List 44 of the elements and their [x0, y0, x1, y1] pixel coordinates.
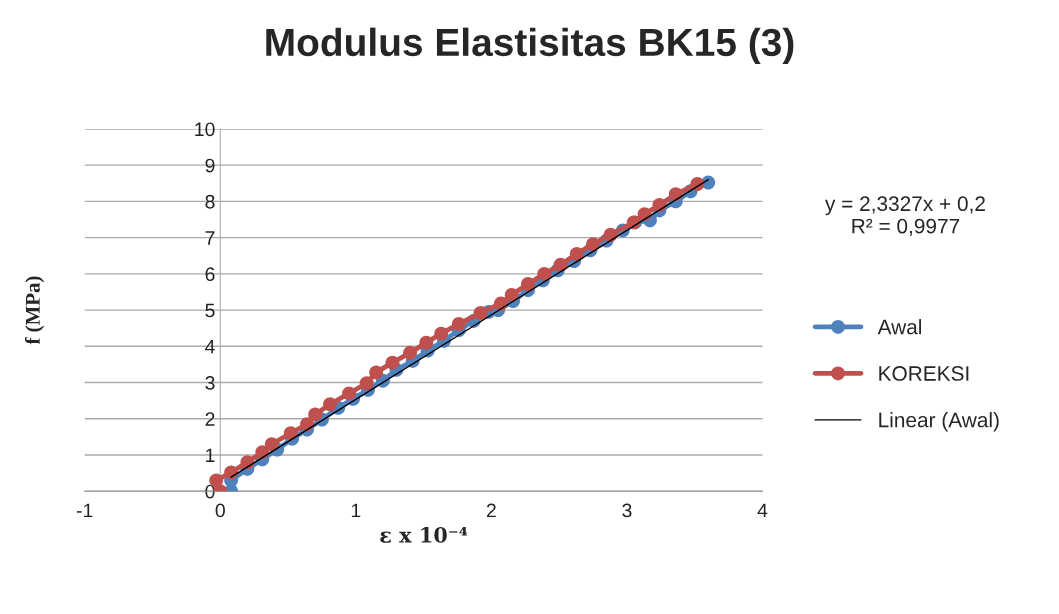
point — [264, 437, 279, 452]
point — [569, 246, 584, 261]
x-tick-label: 3 — [622, 503, 632, 518]
x-tick-label: 4 — [757, 503, 768, 518]
point — [342, 386, 356, 401]
x-tick-label: 0 — [215, 503, 225, 518]
x-tick-label: 1 — [351, 503, 361, 518]
point — [553, 257, 568, 272]
point — [359, 376, 374, 391]
x-tick-label: 2 — [486, 503, 496, 518]
y-tick-label: 7 — [205, 231, 215, 245]
point — [419, 335, 434, 350]
y-tick-label: 1 — [206, 448, 215, 463]
point — [521, 277, 535, 291]
point — [586, 237, 600, 252]
point — [504, 287, 519, 302]
y-axis-title: f (MPa) — [24, 276, 45, 345]
y-tick-label: 0 — [205, 484, 215, 499]
legend-label: KOREKSI — [879, 366, 969, 381]
y-tick-label: 6 — [205, 267, 215, 282]
text: y = 2,3327x + 0,2 R² = 0,9977 — [825, 196, 985, 236]
point — [473, 306, 488, 320]
point — [385, 355, 400, 370]
point — [403, 345, 417, 360]
point — [308, 407, 323, 422]
y-tick-label: 9 — [205, 158, 215, 173]
legend-label: Awal — [877, 319, 922, 335]
point — [369, 365, 384, 380]
legend-label: Linear (Awal) — [879, 412, 999, 432]
point — [434, 326, 449, 341]
y-tick-label: 10 — [195, 122, 215, 137]
point — [323, 397, 338, 412]
point — [537, 266, 552, 281]
y-tick-label: 2 — [205, 412, 215, 426]
chart-title: Modulus Elastisitas BK15 (3) — [266, 27, 794, 64]
point — [668, 187, 683, 202]
y-tick-label: 3 — [205, 375, 215, 390]
point — [283, 426, 298, 441]
x-tick-label: -1 — [76, 503, 93, 518]
y-tick-label: 5 — [205, 303, 215, 318]
x-axis-title: ε x 10⁻⁴ — [380, 527, 468, 543]
y-tick-label: 4 — [205, 339, 215, 354]
y-tick-label: 8 — [205, 194, 215, 209]
point — [451, 316, 466, 331]
